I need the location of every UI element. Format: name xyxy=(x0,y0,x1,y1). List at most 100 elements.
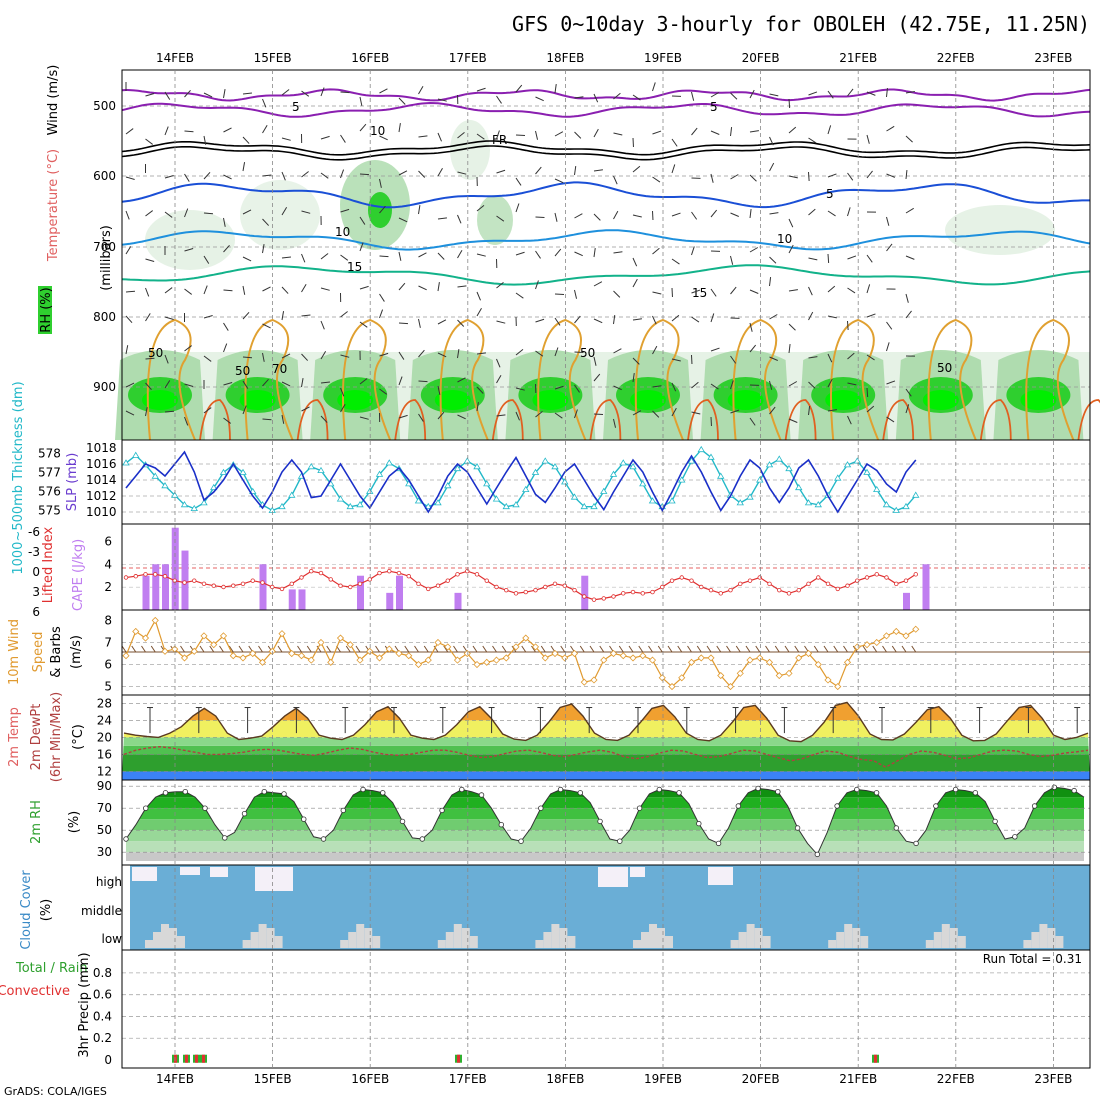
thickness-point xyxy=(161,482,169,489)
temp-5c-contour xyxy=(121,181,1090,209)
rh-mid-cloud-17feb xyxy=(477,195,513,245)
precip-tick-label: 0.8 xyxy=(93,966,112,980)
surface-wind-barb xyxy=(453,645,458,653)
wind-barb xyxy=(730,92,738,100)
panel-frame-precip xyxy=(121,949,1091,1069)
thickness-point xyxy=(219,468,228,475)
temp-band xyxy=(122,737,1090,746)
wind-barb xyxy=(671,314,680,322)
wind-speed-point xyxy=(756,654,764,662)
lifted-index-point xyxy=(445,578,450,583)
wind-barb xyxy=(418,285,427,291)
temperature-axis-label: Temperature (°C) xyxy=(46,149,61,262)
wind-barb xyxy=(535,96,544,102)
temp-tick-label: 20 xyxy=(97,730,112,744)
wind-barb xyxy=(301,353,309,361)
wind-barb xyxy=(593,281,603,287)
surface-wind-barb xyxy=(306,645,312,653)
surface-wind-barb xyxy=(794,645,800,653)
low-cloud-block xyxy=(461,928,470,948)
rh-bright-blob xyxy=(142,390,178,410)
wind-barb xyxy=(710,288,717,297)
wind-speed-point xyxy=(863,641,871,649)
contour-label-rh: 50 xyxy=(235,364,250,378)
low-cloud-block xyxy=(364,928,373,948)
temp-25c-contour xyxy=(491,399,524,441)
wind-barb xyxy=(437,217,447,220)
wind-barb xyxy=(554,412,563,419)
wind-barb xyxy=(866,170,873,179)
wind-speed-point xyxy=(658,674,666,682)
wind-barb xyxy=(593,248,596,258)
wind-barb xyxy=(574,96,584,99)
temp-tick-label: 28 xyxy=(97,696,112,710)
wind-barb xyxy=(281,381,291,387)
high-cloud-block xyxy=(630,867,645,877)
wind-barb xyxy=(359,378,368,385)
wind-barb xyxy=(437,98,447,102)
wind-barb xyxy=(749,344,757,353)
date-label-bottom: 20FEB xyxy=(742,1072,780,1086)
wind-barb xyxy=(145,138,153,145)
high-cloud-block xyxy=(180,867,200,875)
rh-bright-blob xyxy=(337,390,374,410)
rh-point xyxy=(281,791,287,797)
temp-25c-contour xyxy=(882,399,915,441)
wind-speed-point xyxy=(327,658,335,666)
thickness-point xyxy=(863,468,871,475)
date-label-top: 15FEB xyxy=(254,51,292,65)
low-cloud-block xyxy=(543,932,552,948)
wind-speed-point xyxy=(912,625,920,633)
wind-barb xyxy=(418,380,428,383)
wind-barb xyxy=(379,178,382,188)
wind-speed-point xyxy=(132,627,140,636)
surface-wind-barb xyxy=(911,645,917,653)
wind-barb xyxy=(223,244,230,253)
wind-barb xyxy=(301,314,311,317)
date-label-top: 20FEB xyxy=(742,51,780,65)
lifted-index-point xyxy=(309,568,314,574)
wind-speed-point xyxy=(288,649,296,658)
surface-wind-barb xyxy=(209,645,215,653)
wind-speed-point xyxy=(736,669,744,677)
lifted-index-point xyxy=(260,580,265,585)
temp-20c-contour xyxy=(439,318,489,441)
wind-barb xyxy=(457,171,467,175)
wind-barb xyxy=(379,388,388,395)
wind-barb xyxy=(652,385,662,388)
rh-point xyxy=(162,790,169,796)
wind-speed-point xyxy=(765,658,774,666)
wind-barb xyxy=(905,255,915,260)
wind-barb xyxy=(886,342,890,352)
rh-point xyxy=(1012,834,1018,840)
wind-barb xyxy=(320,87,325,97)
lifted-index-point xyxy=(123,575,129,580)
wind-barb xyxy=(164,126,169,136)
wind-speed-point xyxy=(336,634,345,642)
precip-convective-bar xyxy=(457,1054,460,1063)
surface-wind-barb xyxy=(199,645,205,653)
wind-barb xyxy=(749,209,752,219)
wind-barb xyxy=(671,138,678,147)
low-cloud-block xyxy=(1039,924,1048,948)
wind-speed-point xyxy=(141,634,150,642)
wind-barb xyxy=(359,321,368,328)
thickness-point xyxy=(317,466,325,473)
cape-bar xyxy=(152,564,160,610)
wind-barb xyxy=(281,414,285,424)
surface-wind-barb xyxy=(492,645,497,653)
wind-barb xyxy=(223,343,228,353)
rh-bright-blob xyxy=(825,390,862,410)
wind-speed-point xyxy=(317,638,325,647)
wind-barb xyxy=(749,289,759,294)
wind-barb xyxy=(125,128,134,135)
wind-speed-point xyxy=(561,654,569,662)
wind-speed-point xyxy=(882,632,891,640)
wind-speed-point xyxy=(122,652,130,660)
wind-barb xyxy=(886,380,896,385)
temp-25c-contour xyxy=(296,399,329,441)
lifted-index-point xyxy=(211,583,216,588)
contour-label-t15: 15 xyxy=(347,260,362,274)
precip-axis-label-1: Total / Rain xyxy=(15,961,88,976)
lifted-index-point xyxy=(660,584,665,590)
